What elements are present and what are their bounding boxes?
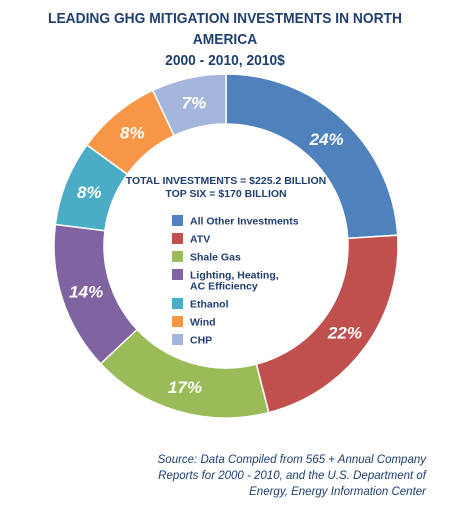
slice-label: 24% — [309, 130, 344, 149]
legend-swatch — [172, 269, 183, 280]
legend-swatch — [172, 298, 183, 309]
source-note: Source: Data Compiled from 565 + Annual … — [126, 452, 426, 500]
legend-label: All Other Investments — [190, 216, 299, 228]
chart-title-block: LEADING GHG MITIGATION INVESTMENTS IN NO… — [18, 8, 432, 71]
chart-subtitle: 2000 - 2010, 2010$ — [165, 52, 285, 69]
donut-slice — [151, 73, 227, 137]
donut-slice — [225, 73, 399, 240]
donut-slice — [99, 328, 270, 419]
slice-label: 7% — [182, 94, 207, 113]
legend-swatch — [172, 316, 183, 327]
legend-label: Shale Gas — [190, 252, 241, 264]
legend-label: ATV — [190, 234, 210, 246]
slice-label: 8% — [77, 183, 102, 202]
source-line: Reports for 2000 - 2010, and the U.S. De… — [158, 470, 426, 482]
slice-label: 8% — [120, 124, 145, 143]
center-text-line: TOP SIX = $170 BILLION — [165, 188, 286, 200]
legend-swatch — [172, 233, 183, 244]
legend-label: Lighting, Heating, — [190, 270, 279, 282]
slice-label: 14% — [69, 282, 103, 301]
slice-label: 17% — [168, 378, 202, 397]
chart-title: LEADING GHG MITIGATION INVESTMENTS IN NO… — [48, 10, 402, 48]
source-line: Source: Data Compiled from 565 + Annual … — [157, 454, 426, 466]
legend-label: Wind — [190, 317, 216, 329]
legend-label: CHP — [190, 335, 212, 347]
slice-label: 22% — [327, 323, 362, 342]
legend-swatch — [172, 215, 183, 226]
source-line: Energy, Energy Information Center — [249, 486, 426, 498]
center-text-line: TOTAL INVESTMENTS = $225.2 BILLION — [126, 175, 326, 187]
legend-label: Ethanol — [190, 299, 229, 311]
legend-label: AC Efficiency — [190, 281, 258, 293]
legend-swatch — [172, 251, 183, 262]
legend-swatch — [172, 334, 183, 345]
